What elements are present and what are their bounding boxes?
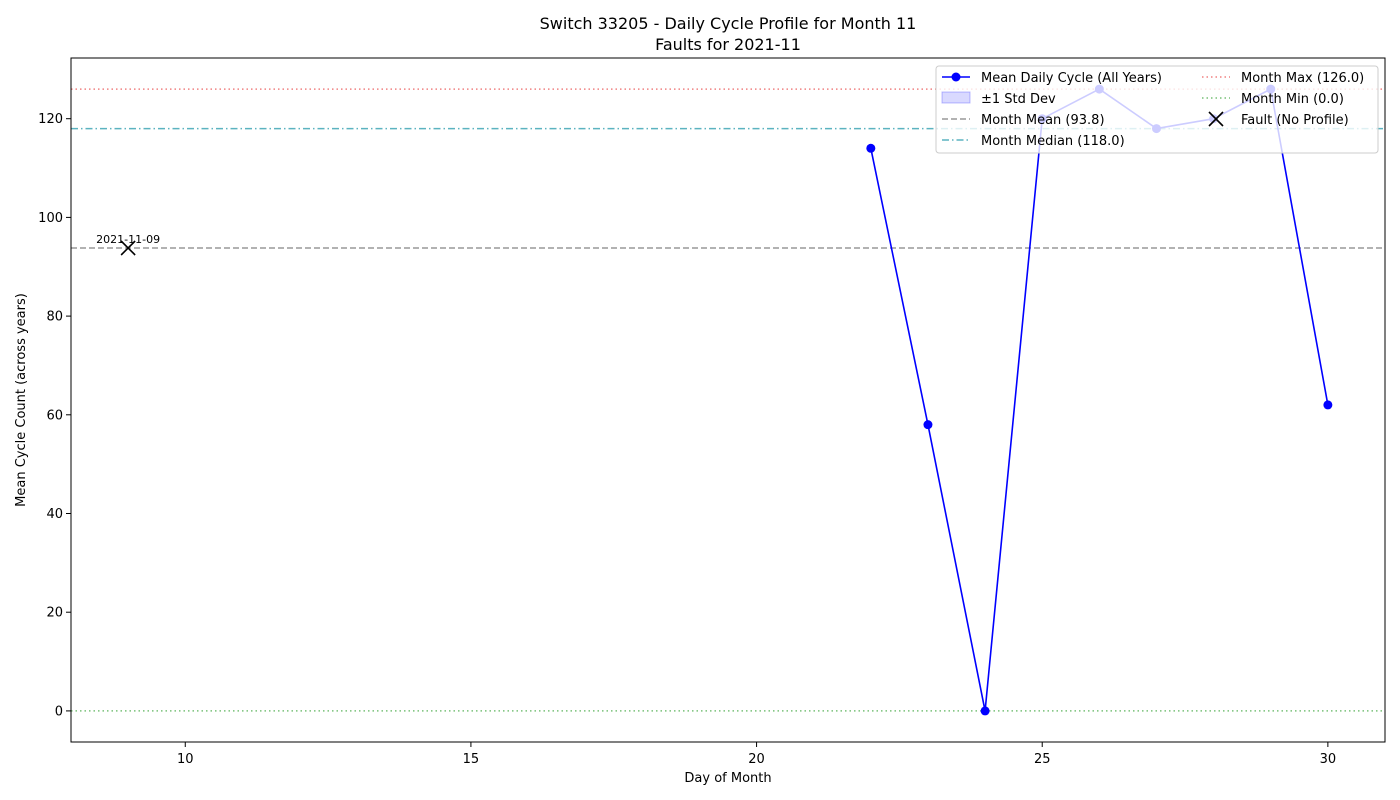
- y-tick-label-40: 40: [46, 507, 63, 522]
- legend-mean-daily-label: Mean Daily Cycle (All Years): [981, 71, 1162, 86]
- x-tick-label-10: 10: [177, 752, 194, 767]
- x-tick-label-30: 30: [1320, 752, 1337, 767]
- chart-title: Switch 33205 - Daily Cycle Profile for M…: [540, 14, 917, 33]
- legend-month-mean-label: Month Mean (93.8): [981, 113, 1105, 128]
- legend-mean-daily-marker: [951, 72, 961, 82]
- y-tick-label-100: 100: [38, 211, 63, 226]
- legend-fault-label: Fault (No Profile): [1241, 113, 1349, 128]
- plot-frame: [70, 57, 1386, 743]
- data-point-23: [923, 420, 933, 430]
- x-axis: 10 15 20 25 30: [177, 742, 1336, 767]
- legend-frame: [935, 65, 1379, 154]
- data-point-30: [1323, 400, 1333, 410]
- plot-area: 2021-11-09: [70, 57, 1386, 743]
- y-axis: 0 20 40 60 80 100 120: [38, 112, 71, 719]
- chart-subtitle: Faults for 2021-11: [655, 35, 801, 54]
- fault-marker-stroke: [120, 240, 136, 256]
- data-point-24: [980, 706, 990, 716]
- legend-std-band-label: ±1 Std Dev: [981, 92, 1056, 107]
- legend-month-min-label: Month Min (0.0): [1241, 92, 1344, 107]
- fault-annotation-0: 2021-11-09: [96, 233, 160, 246]
- fault-marker-0: [120, 240, 136, 256]
- y-tick-label-120: 120: [38, 112, 63, 127]
- y-axis-label: Mean Cycle Count (across years): [14, 293, 29, 507]
- legend-month-max-label: Month Max (126.0): [1241, 71, 1364, 86]
- x-axis-label: Day of Month: [684, 771, 771, 786]
- legend-month-median-label: Month Median (118.0): [981, 134, 1125, 149]
- y-tick-label-80: 80: [46, 310, 63, 325]
- y-tick-label-20: 20: [46, 606, 63, 621]
- y-tick-label-0: 0: [55, 704, 63, 719]
- x-tick-label-20: 20: [748, 752, 765, 767]
- x-tick-label-15: 15: [463, 752, 480, 767]
- legend-fault-marker: [1208, 111, 1224, 127]
- legend: Mean Daily Cycle (All Years) ±1 Std Dev …: [935, 65, 1379, 154]
- x-tick-label-25: 25: [1034, 752, 1051, 767]
- data-point-22: [866, 143, 876, 153]
- y-tick-label-60: 60: [46, 408, 63, 423]
- series-line: [870, 87, 1329, 712]
- legend-std-band-swatch: [941, 91, 971, 104]
